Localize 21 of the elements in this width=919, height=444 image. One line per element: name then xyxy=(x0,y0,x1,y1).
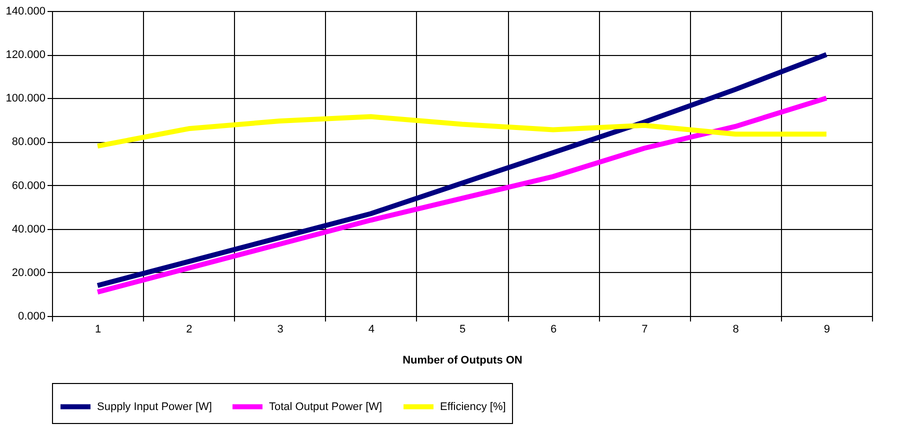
y-tick-label: 60.000 xyxy=(12,180,46,192)
x-tick-label: 1 xyxy=(94,324,102,336)
x-tick-label: 9 xyxy=(824,324,830,336)
x-tick-label: 6 xyxy=(550,324,557,336)
x-tick-label: 5 xyxy=(459,324,466,336)
y-tick-label: 0.000 xyxy=(18,310,46,322)
x-tick-label: 7 xyxy=(642,324,648,336)
legend-label: Total Output Power [W] xyxy=(269,400,382,413)
y-tick-label: 120.000 xyxy=(6,49,46,62)
x-tick-label: 3 xyxy=(277,324,284,336)
legend-label: Supply Input Power [W] xyxy=(97,400,212,413)
y-tick-label: 140.000 xyxy=(6,6,46,18)
y-tick-label: 40.000 xyxy=(12,223,46,236)
legend-label: Efficiency [%] xyxy=(440,400,506,413)
x-tick-label: 8 xyxy=(732,324,739,336)
x-tick-label: 4 xyxy=(368,324,374,336)
y-tick-label: 100.000 xyxy=(6,92,46,105)
y-tick-label: 80.000 xyxy=(12,136,46,148)
x-tick-label: 2 xyxy=(186,324,192,336)
y-tick-label: 20.000 xyxy=(12,266,46,279)
x-axis-title: Number of Outputs ON xyxy=(402,354,522,366)
